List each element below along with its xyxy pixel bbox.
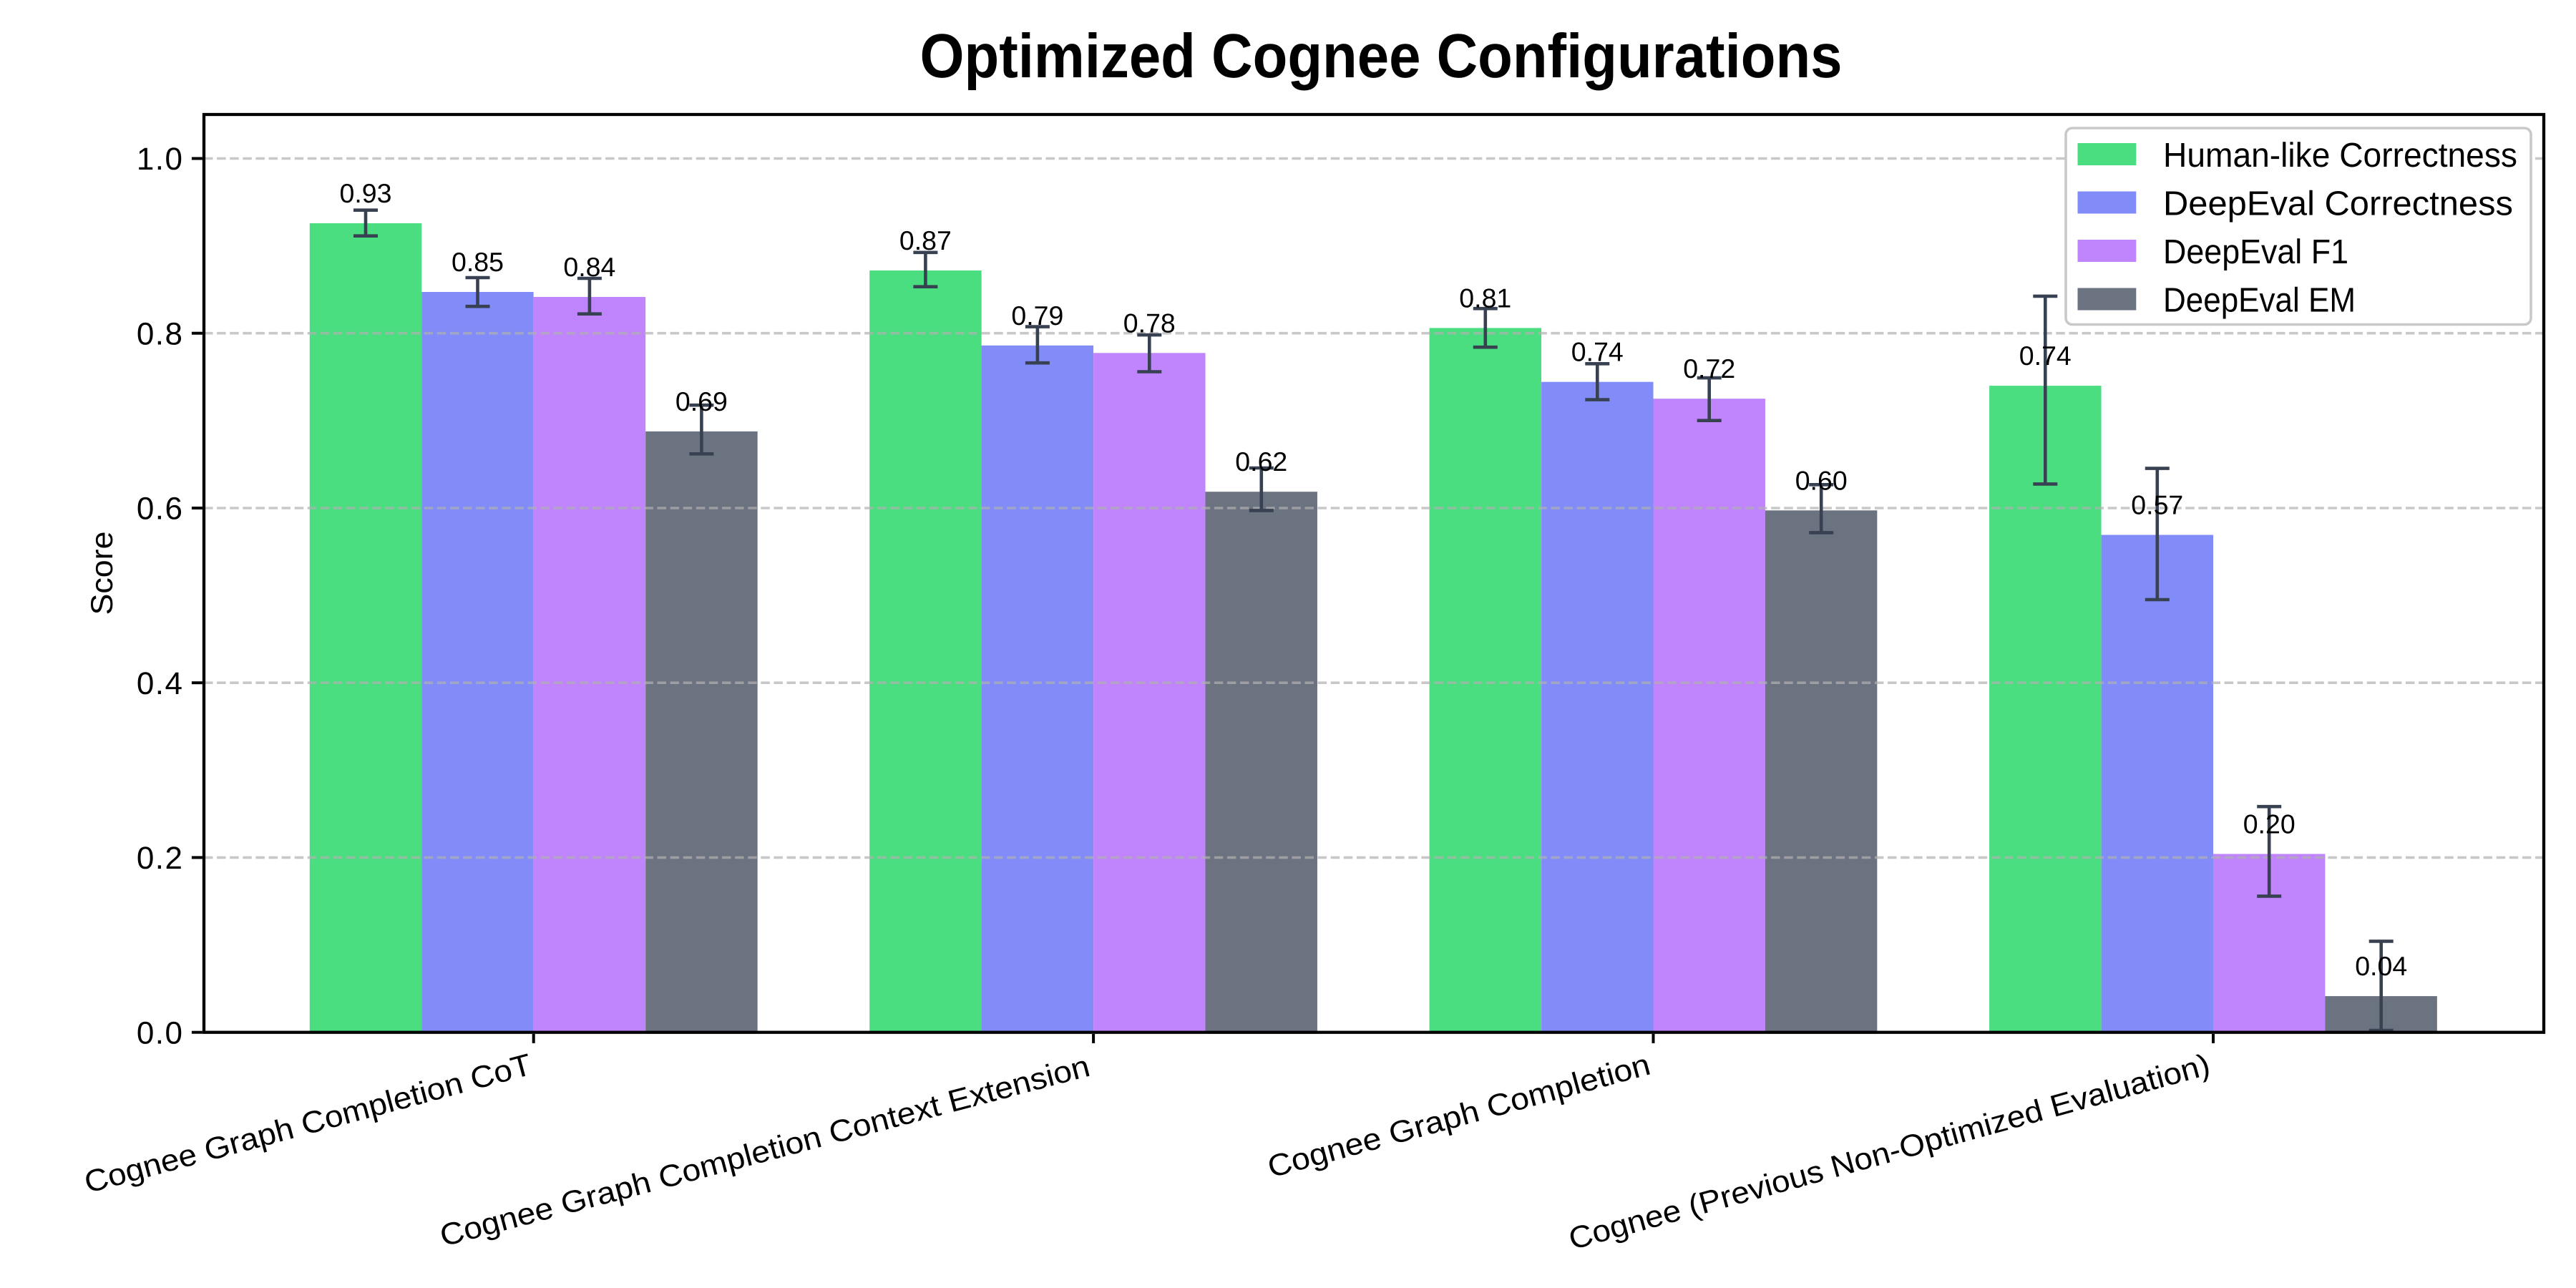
svg-text:0.87: 0.87 [899, 225, 952, 255]
svg-text:0.69: 0.69 [675, 386, 728, 416]
svg-text:0.79: 0.79 [1011, 301, 1063, 331]
svg-text:Human-like Correctness: Human-like Correctness [2163, 137, 2517, 175]
svg-text:DeepEval Correctness: DeepEval Correctness [2163, 185, 2513, 223]
svg-text:0.57: 0.57 [2131, 490, 2183, 520]
svg-text:0.72: 0.72 [1683, 353, 1735, 384]
svg-text:0.2: 0.2 [137, 841, 184, 876]
svg-text:1.0: 1.0 [137, 142, 184, 177]
svg-text:0.0: 0.0 [137, 1015, 184, 1050]
svg-text:0.84: 0.84 [563, 252, 615, 282]
svg-text:0.62: 0.62 [1235, 447, 1287, 477]
svg-text:0.74: 0.74 [1571, 337, 1624, 367]
svg-text:Score: Score [85, 532, 119, 615]
svg-text:0.81: 0.81 [1459, 283, 1511, 313]
svg-text:DeepEval EM: DeepEval EM [2163, 282, 2356, 320]
svg-text:DeepEval F1: DeepEval F1 [2163, 233, 2348, 271]
svg-text:0.78: 0.78 [1123, 308, 1176, 338]
svg-text:0.60: 0.60 [1795, 465, 1848, 495]
svg-text:Optimized Cognee Configuration: Optimized Cognee Configurations [920, 21, 1843, 91]
svg-text:0.74: 0.74 [2019, 341, 2072, 371]
svg-text:0.8: 0.8 [137, 316, 184, 351]
svg-text:0.04: 0.04 [2355, 951, 2407, 981]
svg-text:0.4: 0.4 [137, 666, 184, 701]
svg-text:0.6: 0.6 [137, 492, 184, 527]
svg-text:0.20: 0.20 [2243, 809, 2296, 839]
svg-text:0.93: 0.93 [340, 178, 392, 208]
svg-text:0.85: 0.85 [452, 247, 504, 277]
